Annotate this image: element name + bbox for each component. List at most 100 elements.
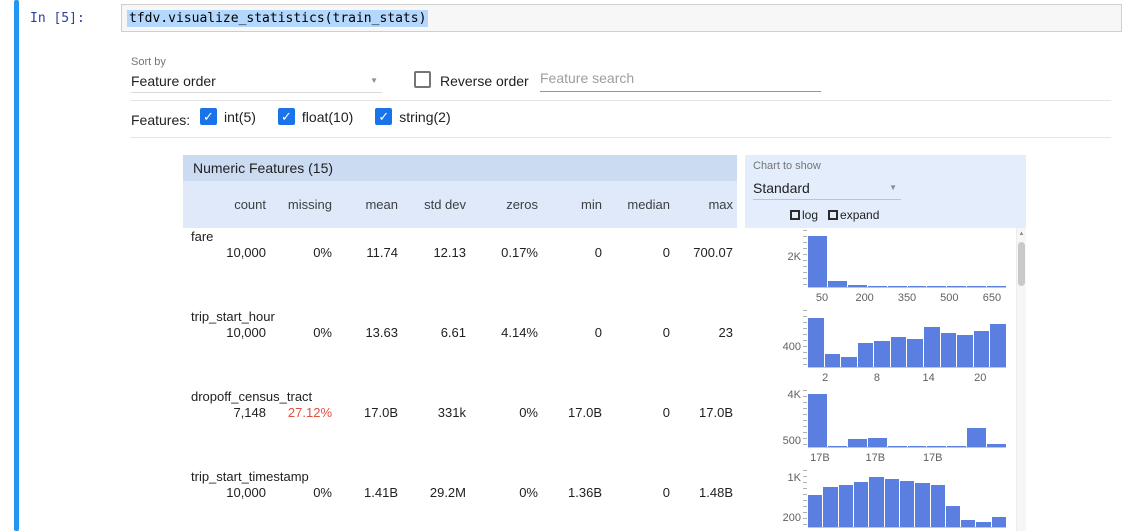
histogram-bar (967, 286, 987, 287)
histogram-bar (957, 335, 973, 367)
feature-row: trip_start_hour 10,000 0% 13.63 6.61 4.14% 0 0 2… (183, 308, 737, 388)
histogram-bar (973, 331, 990, 367)
histogram-bar (890, 337, 907, 367)
stat-mean: 11.74 (366, 245, 398, 260)
histograms-column: 2K 50 200 350 500 650 400 2 8 14 20 4K 500 17B 17B 17B 1… (745, 228, 1016, 531)
sort-by-label: Sort by (131, 56, 166, 68)
feature-search-input[interactable] (540, 64, 821, 92)
stat-max: 700.07 (693, 245, 733, 260)
scroll-up-arrow-icon[interactable]: ▲ (1018, 231, 1025, 237)
histogram-bar (907, 339, 924, 367)
histogram-trip_start_timestamp: 1K 200 (745, 468, 1016, 531)
feature-name: trip_start_timestamp (191, 469, 309, 484)
x-axis-tick-label: 20 (974, 372, 987, 384)
stat-std-dev: 12.13 (433, 245, 466, 260)
stat-mean: 13.63 (365, 325, 398, 340)
stat-median: 0 (662, 245, 670, 260)
feature-filter-checkbox[interactable]: ✓ (200, 108, 217, 125)
x-axis-tick-label: 14 (922, 372, 935, 384)
feature-filter-label: float(10) (301, 108, 354, 125)
feature-filter-checkbox[interactable]: ✓ (277, 108, 295, 125)
histogram-plot[interactable] (803, 230, 1007, 288)
histogram-plot[interactable] (803, 310, 1006, 368)
histogram-bar (899, 481, 915, 527)
histogram-bar (808, 394, 827, 447)
histogram-bar (827, 446, 847, 447)
feature-type-filters: ✓ int(5) ✓ float(10) ✓ string(2) (200, 108, 451, 125)
stat-median: 0 (662, 485, 670, 500)
feature-filter-int: ✓ int(5) (200, 108, 256, 125)
feature-filter-float: ✓ float(10) (277, 108, 354, 125)
scrollbar-thumb[interactable] (1018, 242, 1025, 286)
histogram-bar (874, 341, 890, 367)
expand-checkbox[interactable] (828, 210, 839, 220)
stat-min: 1.36B (568, 485, 602, 500)
y-axis-tick-label: 2K (787, 251, 801, 264)
x-axis-tick-label: 17B (810, 452, 830, 464)
feature-filter-checkbox[interactable]: ✓ (375, 108, 393, 125)
histogram-bar (838, 485, 853, 527)
chart-type-dropdown[interactable]: Standard ▼ (753, 176, 901, 200)
histogram-bar (967, 428, 987, 447)
code-cell[interactable]: tfdv.visualize_statistics(train_stats) (121, 4, 1122, 32)
stat-zeros: 4.14% (501, 325, 538, 340)
histogram-bar (887, 446, 907, 447)
x-axis-tick-label: 500 (940, 292, 959, 304)
column-header-median: median (627, 197, 670, 212)
histogram-bar (990, 324, 1006, 367)
histogram-bar (808, 495, 823, 527)
histogram-bar (841, 357, 857, 367)
log-option: log (790, 208, 818, 222)
histogram-bar (961, 520, 976, 527)
histogram-bar (808, 236, 827, 287)
x-axis-tick-label: 50 (815, 292, 829, 304)
stat-missing: 0% (313, 485, 332, 500)
feature-stats-rows: fare 10,000 0% 11.74 12.13 0.17% 0 0 700.07 trip_… (183, 228, 737, 531)
stat-missing: 0% (313, 325, 332, 340)
stat-std-dev: 6.61 (440, 325, 466, 340)
histogram-bar (927, 446, 947, 447)
stat-mean: 1.41B (364, 485, 398, 500)
histogram-bar (947, 446, 967, 447)
stat-missing: 0% (313, 245, 332, 260)
stat-zeros: 0.17% (501, 245, 538, 260)
x-axis-tick-label: 350 (897, 292, 917, 304)
reverse-order-checkbox[interactable] (414, 71, 431, 88)
histogram-bar (924, 327, 940, 367)
feature-stats: 7,148 27.12% 17.0B 331k 0% 17.0B 0 17.0B (183, 405, 737, 420)
histogram-bar (940, 333, 957, 367)
histogram-trip_start_hour: 400 2 8 14 20 (745, 308, 1016, 388)
feature-row: trip_start_timestamp 10,000 0% 1.41B 29.2M 0%… (183, 468, 737, 531)
feature-filter-label: int(5) (224, 108, 256, 125)
x-axis-tick-label: 8 (873, 372, 880, 384)
dropdown-arrow-icon: ▼ (370, 76, 378, 85)
histogram-plot[interactable] (803, 470, 1007, 528)
stat-missing: 27.12% (287, 405, 332, 420)
x-axis-tick-label: 2 (822, 372, 829, 384)
histogram-bar (976, 522, 991, 527)
column-header-min: min (581, 197, 602, 212)
reverse-order-label: Reverse order (440, 73, 529, 89)
log-checkbox[interactable] (790, 210, 800, 220)
charts-scrollbar[interactable]: ▲ (1016, 228, 1026, 531)
stat-std-dev: 331k (437, 405, 466, 420)
sort-by-dropdown[interactable]: Feature order ▼ (131, 69, 382, 93)
y-axis-tick-label: 200 (782, 511, 801, 524)
histogram-fare: 2K 50 200 350 500 650 (745, 228, 1016, 308)
expand-option: expand (828, 208, 879, 222)
stats-column-headers: count missing mean std dev zeros min median max (183, 181, 737, 228)
x-axis-tick-label: 17B (922, 452, 943, 464)
stat-std-dev: 29.2M (429, 485, 466, 500)
feature-name: trip_start_hour (191, 309, 275, 324)
histogram-bar (927, 286, 947, 287)
stat-max: 23 (718, 325, 733, 340)
histogram-bar (827, 281, 847, 287)
feature-row: fare 10,000 0% 11.74 12.13 0.17% 0 0 700.07 (183, 228, 737, 308)
histogram-bar (884, 479, 899, 527)
histogram-bar (907, 286, 927, 287)
column-header-count: count (234, 197, 266, 212)
column-header-missing: missing (287, 197, 332, 212)
histogram-bar (930, 485, 945, 527)
histogram-plot[interactable] (803, 390, 1007, 448)
